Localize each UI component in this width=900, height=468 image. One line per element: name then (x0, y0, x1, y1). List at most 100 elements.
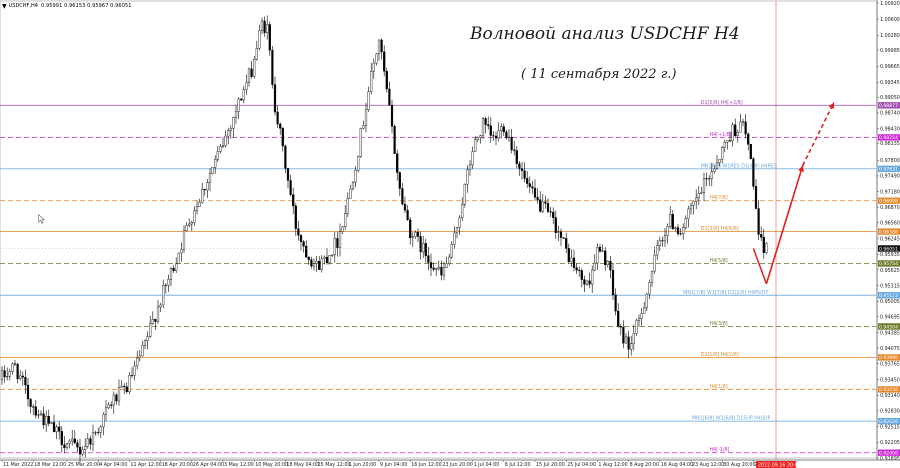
candle-body (760, 234, 763, 238)
level-badge (878, 323, 900, 330)
time-tick-label: 23 Aug 12:00 (692, 462, 724, 468)
candle-body (143, 340, 147, 346)
candle-body (575, 267, 578, 271)
candle-body (60, 431, 63, 445)
candle-body (442, 267, 446, 276)
candle-body (182, 230, 186, 250)
candle-body (346, 198, 349, 214)
candle-body (630, 343, 633, 350)
candle-body (224, 135, 227, 146)
candle-body (208, 173, 212, 183)
candle-body (593, 262, 596, 271)
candle-body (219, 146, 222, 152)
candle-body (541, 201, 544, 212)
candle-body (619, 326, 622, 328)
candle-body (510, 136, 513, 151)
mouse-pointer-icon (38, 214, 46, 224)
candle-body (562, 237, 565, 239)
candle-body (21, 375, 24, 378)
candle-body (349, 188, 352, 199)
candle-body (463, 184, 466, 205)
candle-body (240, 98, 243, 101)
candle-body (611, 270, 615, 295)
candle-body (520, 168, 524, 171)
candle-body (523, 170, 526, 179)
candle-body (338, 231, 342, 248)
candle-body (726, 140, 729, 143)
level-badge-text: 0.93256 (879, 387, 898, 393)
candle-body (112, 394, 115, 406)
time-tick-label: 25 Mar 20:00 (68, 462, 100, 468)
candle-body (427, 255, 430, 263)
candle-body (58, 426, 61, 432)
candle-body (422, 243, 425, 253)
candle-body (476, 137, 479, 140)
candle-body (331, 254, 334, 256)
time-tick-label: 4 Apr 04:00 (99, 462, 127, 468)
candle-body (136, 357, 139, 367)
candle-body (754, 186, 758, 209)
candle-body (461, 204, 464, 218)
candle-body (552, 211, 555, 218)
time-tick-label: 15 Jul 20:00 (536, 462, 565, 468)
candle-body (245, 82, 248, 90)
candle-body (713, 168, 716, 172)
candle-body (695, 197, 698, 202)
candle-body (273, 84, 277, 113)
candle-body (403, 203, 407, 211)
candle-body (302, 241, 305, 247)
candle-body (91, 432, 95, 445)
candle-body (89, 438, 92, 445)
candle-body (429, 262, 433, 269)
candle-body (513, 149, 516, 151)
candle-body (359, 127, 362, 157)
price-tick-label: 0.96560 (880, 221, 900, 227)
candle-body (734, 124, 737, 136)
candle-body (544, 201, 547, 204)
candle-body (723, 142, 726, 148)
candle-body (500, 126, 503, 131)
price-tick-label: 0.96245 (880, 236, 900, 242)
candle-body (164, 284, 167, 286)
candle-body (489, 125, 492, 136)
candle-body (94, 432, 97, 434)
level-label: H4[7/8] (710, 195, 728, 201)
candle-body (604, 250, 607, 266)
candle-body (676, 227, 680, 234)
candle-body (333, 238, 336, 256)
level-label: MN1[6/8] W1[6/8] D1SUP H4SUP (692, 416, 770, 422)
candle-body (609, 260, 612, 271)
candle-body (752, 158, 755, 187)
candle-body (557, 231, 560, 233)
current-time-badge (756, 461, 796, 468)
candle-body (377, 39, 381, 55)
candle-body (65, 443, 69, 449)
candle-body (622, 326, 625, 344)
candle-body (658, 240, 661, 246)
candle-body (765, 243, 768, 254)
candle-body (471, 151, 474, 166)
candle-body (435, 268, 438, 270)
level-badge-text: 0.97631 (879, 167, 898, 173)
candle-body (689, 205, 693, 210)
candle-body (653, 254, 656, 272)
candle-body (8, 371, 11, 377)
price-tick-label: 0.97800 (880, 158, 900, 164)
candle-body (549, 211, 552, 213)
candle-body (123, 385, 126, 387)
candle-body (736, 132, 739, 136)
candle-body (221, 145, 225, 147)
candle-body (55, 426, 58, 432)
price-tick-label: 1.00920 (880, 1, 900, 7)
chart-menu-icon[interactable]: ▼ (2, 2, 7, 10)
candle-body (172, 268, 175, 272)
candle-body (19, 375, 22, 380)
candle-body (640, 313, 643, 319)
candle-body (380, 39, 383, 53)
price-tick-label: 0.95315 (880, 283, 900, 289)
candle-body (138, 355, 141, 359)
candle-body (232, 117, 235, 129)
candle-body (312, 263, 316, 267)
